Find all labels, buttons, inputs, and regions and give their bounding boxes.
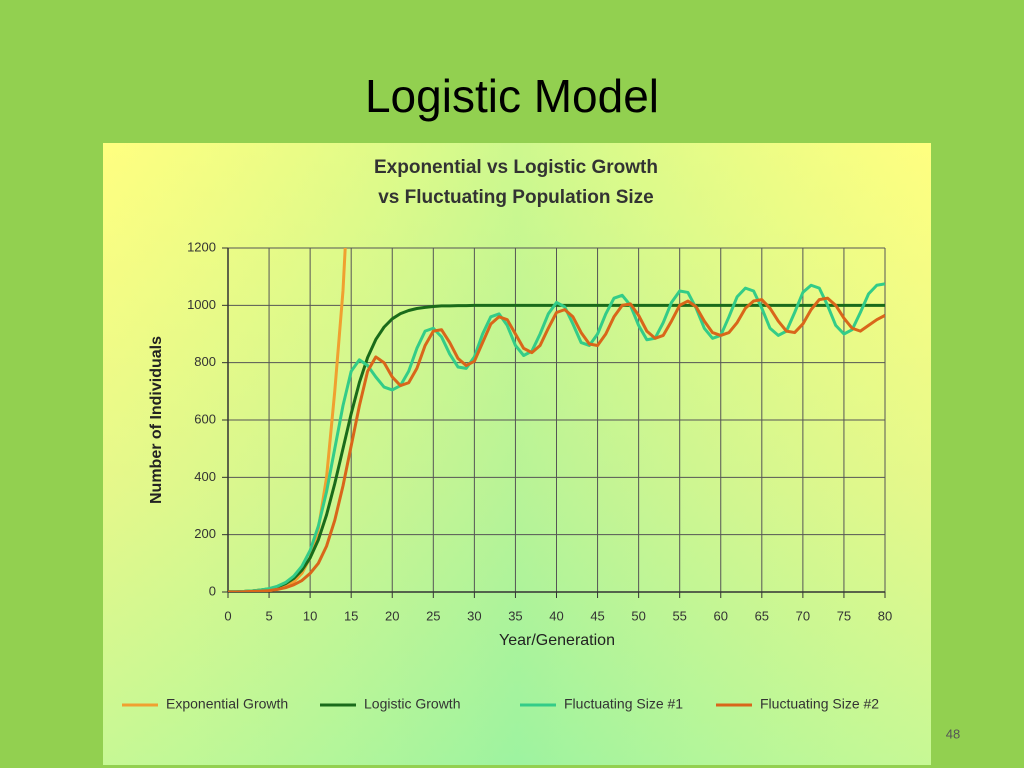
chart-title: vs Fluctuating Population Size [378, 187, 654, 208]
x-tick-label: 65 [755, 608, 769, 623]
series-line [228, 282, 885, 592]
y-tick-label: 0 [209, 583, 216, 598]
x-tick-label: 0 [224, 608, 231, 623]
x-tick-label: 50 [631, 608, 645, 623]
x-tick-label: 30 [467, 608, 481, 623]
y-tick-label: 600 [194, 411, 216, 426]
chart-title: Exponential vs Logistic Growth [374, 157, 658, 178]
x-tick-label: 5 [265, 608, 272, 623]
x-tick-label: 20 [385, 608, 399, 623]
x-tick-label: 10 [303, 608, 317, 623]
legend-label: Exponential Growth [166, 696, 288, 712]
page-number: 48 [946, 726, 960, 741]
grid: 0 200 400 600 800 1000 1200 0 5 10 15 20 25 30 35 40 45 5… [187, 239, 892, 623]
slide-title: Logistic Model [365, 70, 659, 122]
y-tick-label: 1000 [187, 297, 216, 312]
legend-label: Logistic Growth [364, 696, 460, 712]
y-tick-label: 400 [194, 469, 216, 484]
legend-label: Fluctuating Size #2 [760, 696, 879, 712]
legend-label: Fluctuating Size #1 [564, 696, 683, 712]
x-tick-label: 15 [344, 608, 358, 623]
plot-lines [228, 248, 885, 592]
chart-background-overlay [103, 143, 931, 765]
x-tick-label: 45 [590, 608, 604, 623]
series-line [228, 296, 885, 592]
legend: Exponential Growth Logistic Growth Fluctua… [122, 696, 879, 712]
series-line [228, 303, 885, 592]
x-tick-label: 55 [672, 608, 686, 623]
x-tick-label: 70 [796, 608, 810, 623]
x-tick-label: 35 [508, 608, 522, 623]
x-tick-label: 40 [549, 608, 563, 623]
x-tick-label: 60 [714, 608, 728, 623]
y-tick-label: 200 [194, 526, 216, 541]
x-tick-label: 75 [837, 608, 851, 623]
y-tick-label: 800 [194, 354, 216, 369]
y-tick-label: 1200 [187, 239, 216, 254]
x-axis-label: Year/Generation [499, 632, 615, 649]
y-axis-label: Number of Individuals [148, 336, 165, 504]
x-tick-label: 25 [426, 608, 440, 623]
x-tick-label: 80 [878, 608, 892, 623]
